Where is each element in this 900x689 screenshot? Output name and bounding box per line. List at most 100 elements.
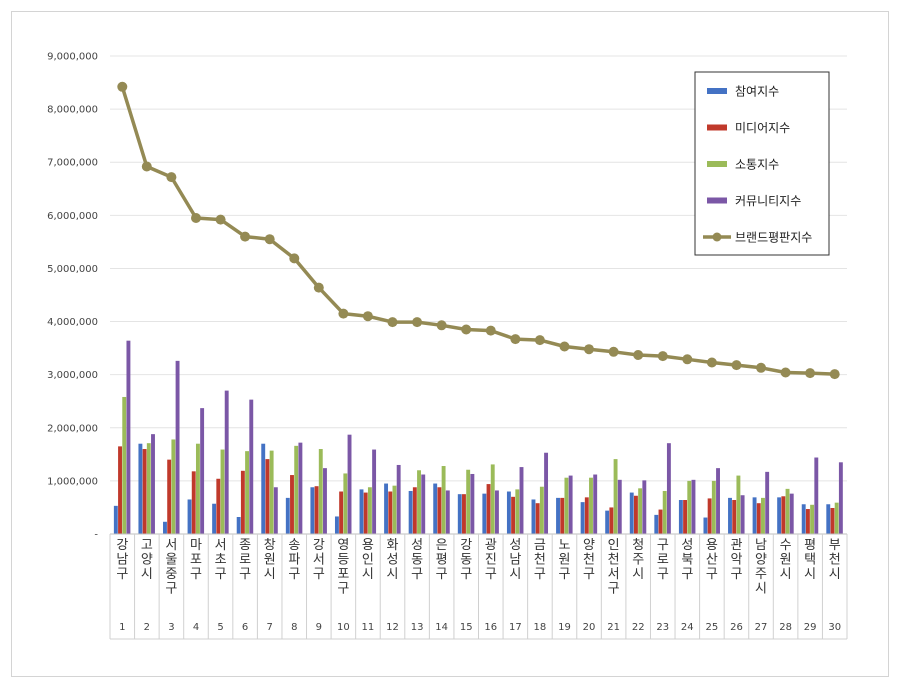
bar-미디어지수 [290,475,294,534]
bar-참여지수 [678,500,683,534]
y-tick-label: - [94,530,98,541]
bar-미디어지수 [339,491,344,534]
bar-참여지수 [506,491,511,534]
rank-label: 19 [558,622,571,633]
bar-미디어지수 [609,507,614,534]
line-point [682,354,693,365]
legend-swatch [707,124,727,131]
bar-커뮤니티지수 [519,467,524,534]
bar-소통지수 [711,480,716,534]
bar-참여지수 [384,483,389,534]
rank-label: 27 [755,622,768,633]
rank-label: 13 [411,622,424,633]
bar-미디어지수 [560,497,565,534]
rank-label: 17 [509,622,522,633]
bar-커뮤니티지수 [298,442,303,534]
bar-커뮤니티지수 [470,473,475,534]
bar-소통지수 [687,480,692,534]
x-axis: 강 남 구 1 고 양 시 2 서 울 중 구 3 마 포 구 4 서 초 구 5 종 로 구 6 창 원 시 7 송 파 구 8 강 서 구 9 영 등 포… [109,533,848,640]
bar-미디어지수 [216,478,221,534]
bar-커뮤니티지수 [814,457,819,534]
bar-미디어지수 [830,507,835,534]
y-tick-label: 6,000,000 [47,211,98,222]
line-point [264,234,275,245]
bar-소통지수 [613,459,618,534]
line-point [240,231,251,242]
legend-label: 미디어지수 [735,121,790,135]
rank-label: 15 [460,622,473,633]
bar-참여지수 [261,443,266,534]
bar-미디어지수 [191,471,196,534]
line-point [387,317,398,328]
line-series [117,81,840,380]
bar-커뮤니티지수 [716,468,720,534]
bar-소통지수 [589,477,593,534]
bar-미디어지수 [462,494,466,534]
bar-참여지수 [801,504,806,534]
bar-소통지수 [417,470,421,534]
rank-label: 2 [144,622,150,633]
bar-커뮤니티지수 [224,390,229,534]
bar-미디어지수 [756,503,761,534]
bar-미디어지수 [437,487,442,534]
bar-참여지수 [605,510,610,534]
line-point [117,81,128,92]
line-point [657,351,668,362]
bar-참여지수 [138,443,143,534]
bar-소통지수 [318,449,323,534]
bar-참여지수 [826,504,831,534]
legend-swatch [707,161,727,167]
bar-소통지수 [810,504,815,534]
gridlines [110,55,847,482]
rank-label: 24 [681,622,694,633]
bar-소통지수 [490,464,495,534]
rank-label: 21 [607,622,620,633]
y-tick-label: 4,000,000 [47,317,98,328]
bar-미디어지수 [118,446,122,534]
rank-label: 1 [119,622,125,633]
line-point [362,311,373,322]
rank-label: 10 [337,622,350,633]
bar-커뮤니티지수 [642,480,647,534]
bar-참여지수 [531,499,536,534]
bar-참여지수 [408,490,413,534]
bar-커뮤니티지수 [666,443,671,534]
bar-소통지수 [220,449,225,534]
y-tick-label: 3,000,000 [47,370,98,381]
bar-소통지수 [392,485,397,534]
bar-커뮤니티지수 [593,474,598,534]
rank-label: 7 [267,622,273,633]
bar-커뮤니티지수 [273,487,278,534]
bar-커뮤니티지수 [494,490,499,534]
bar-미디어지수 [412,487,417,534]
line-point [485,325,496,336]
bar-미디어지수 [658,509,663,534]
bar-커뮤니티지수 [617,479,622,534]
bar-미디어지수 [388,491,393,534]
bar-미디어지수 [142,449,147,534]
bar-참여지수 [752,497,757,534]
y-axis-tick-labels: - 1,000,000 2,000,000 3,000,000 4,000,000 5,0… [47,52,98,541]
line-point [633,350,644,360]
bar-커뮤니티지수 [838,462,843,534]
legend-label: 브랜드평판지수 [735,231,812,245]
bar-커뮤니티지수 [396,464,401,534]
bar-미디어지수 [265,459,270,534]
rank-label: 3 [168,622,174,633]
chart-frame: - 1,000,000 2,000,000 3,000,000 4,000,000 5,0… [11,11,889,677]
y-tick-label: 7,000,000 [47,158,98,169]
y-tick-label: 2,000,000 [47,423,98,434]
